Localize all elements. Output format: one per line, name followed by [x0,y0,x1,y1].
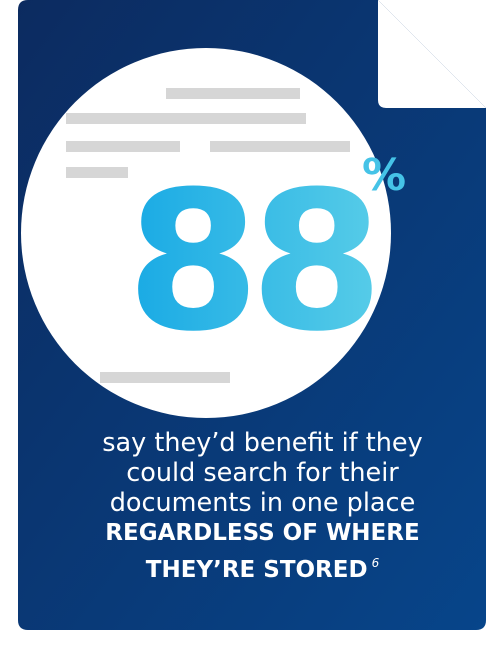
footnote-marker: 6 [372,556,380,570]
stat-caption: say they’d benefit if they could search … [60,428,465,585]
caption-emphasis-1: REGARDLESS OF WHERE [60,518,465,548]
caption-line-2: could search for their [60,458,465,488]
caption-line-3: documents in one place [60,488,465,518]
text-line [66,113,306,124]
caption-line-1: say they’d benefit if they [60,428,465,458]
caption-emphasis-2-wrap: THEY’RE STORED 6 [60,548,465,585]
stat-value: 88 [100,168,400,358]
caption-emphasis-2: THEY’RE STORED [146,557,368,583]
stat-unit: % [362,150,406,202]
folded-corner-icon [378,0,486,108]
text-line [166,88,300,99]
